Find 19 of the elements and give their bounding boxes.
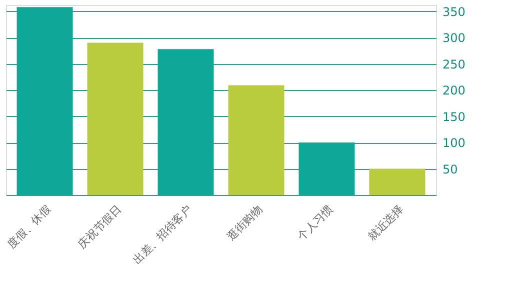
x-tick-label: 度假、休假 — [5, 202, 54, 251]
y-tick-label: 150 — [442, 110, 466, 124]
bar — [369, 168, 426, 195]
y-tick-label: 200 — [442, 84, 466, 98]
y-tick-label: 350 — [442, 4, 466, 19]
x-tick-label: 庆祝节假日 — [76, 202, 124, 251]
x-tick-label: 出差、招待客户 — [130, 202, 194, 266]
bar — [16, 7, 73, 195]
x-tick-label: 就近选择 — [365, 202, 406, 244]
y-tick-label: 300 — [442, 31, 466, 46]
bar — [87, 42, 144, 195]
y-tick-label: 50 — [442, 162, 458, 176]
bar — [298, 142, 355, 195]
bar — [158, 49, 214, 195]
bar — [228, 85, 284, 195]
y-tick-label: 100 — [442, 136, 466, 150]
x-tick-label: 个人习惯 — [294, 202, 336, 244]
x-tick-label: 逛街购物 — [224, 202, 265, 244]
y-tick-label: 250 — [442, 57, 466, 72]
